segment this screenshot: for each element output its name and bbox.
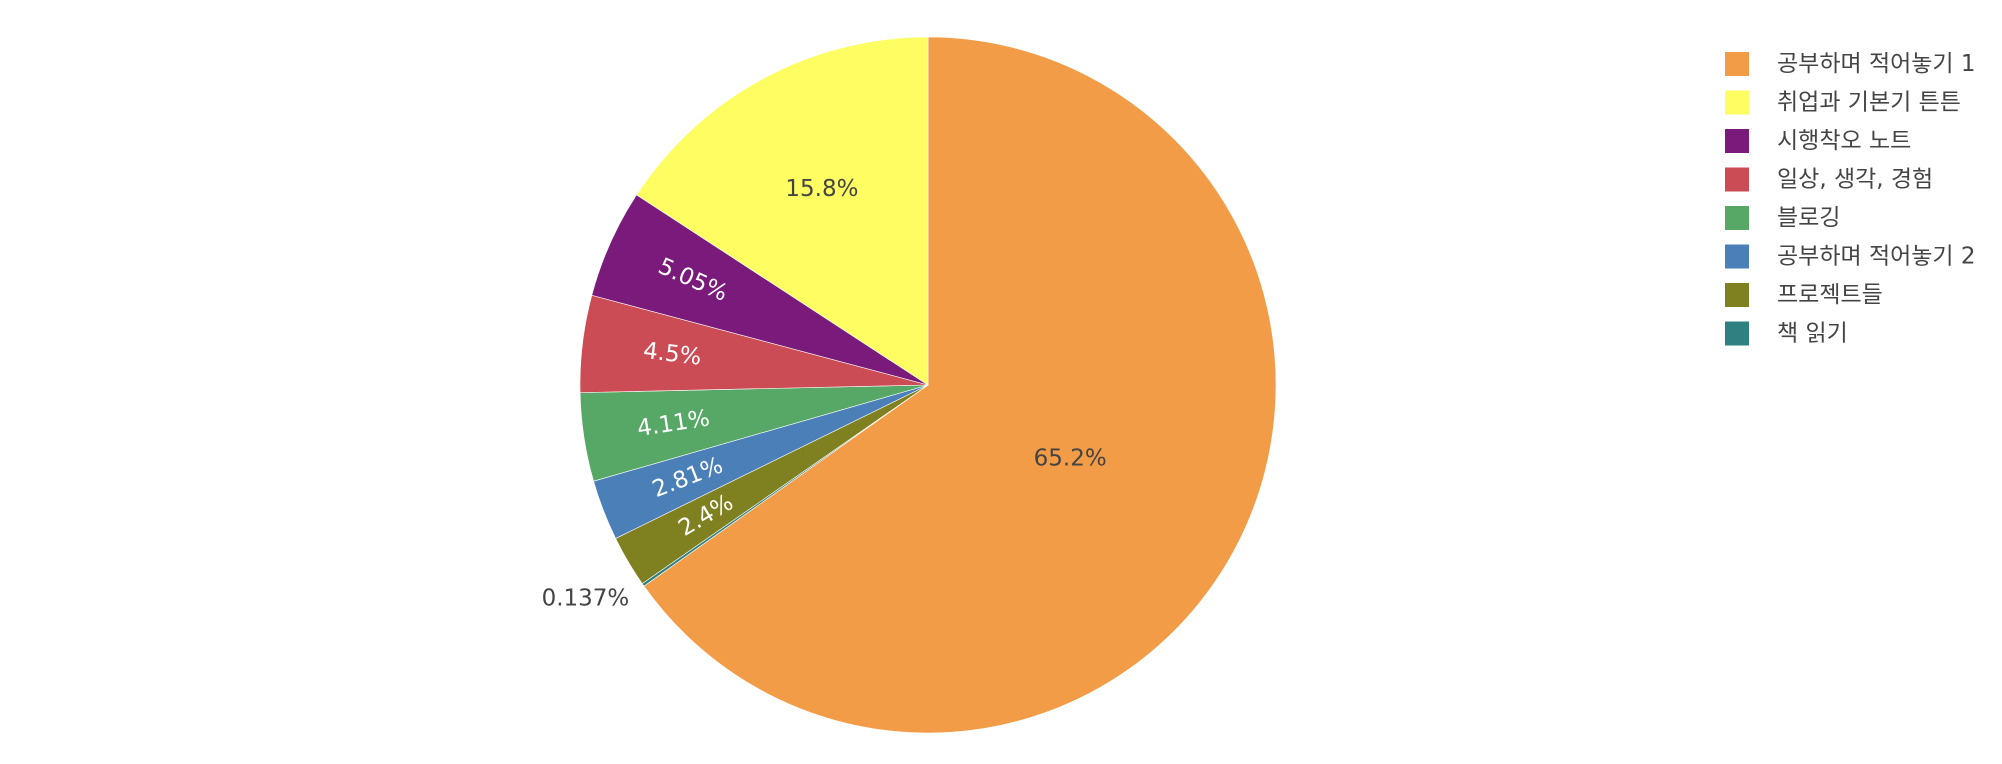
legend-swatch [1725, 52, 1749, 76]
legend-label: 시행착오 노트 [1777, 128, 1911, 154]
legend-item-시행착오-노트[interactable]: 시행착오 노트 [1725, 128, 1911, 154]
legend-item-취업과-기본기-튼튼[interactable]: 취업과 기본기 튼튼 [1725, 90, 1961, 116]
legend-item-프로젝트들[interactable]: 프로젝트들 [1725, 282, 1883, 308]
legend-item-일상-생각-경험[interactable]: 일상, 생각, 경험 [1725, 167, 1933, 193]
pie-slice-공부하며-적어놓기-1[interactable] [643, 36, 1277, 734]
legend-swatch [1725, 167, 1749, 192]
slice-label-책-읽기: 0.137% [542, 586, 630, 612]
pie-slice-취업과-기본기-튼튼[interactable] [636, 36, 929, 386]
legend-label: 블로깅 [1777, 205, 1840, 231]
legend-swatch [1725, 206, 1749, 230]
legend-label: 취업과 기본기 튼튼 [1777, 90, 1961, 116]
legend-item-공부하며-적어놓기-1[interactable]: 공부하며 적어놓기 1 [1725, 51, 1976, 77]
legend-label: 프로젝트들 [1777, 282, 1883, 308]
legend-item-책-읽기[interactable]: 책 읽기 [1725, 321, 1848, 347]
legend-item-블로깅[interactable]: 블로깅 [1725, 205, 1840, 231]
legend-swatch [1725, 244, 1749, 269]
legend-swatch [1725, 321, 1749, 346]
slice-label-취업과-기본기-튼튼: 15.8% [785, 176, 858, 202]
legend-label: 일상, 생각, 경험 [1777, 167, 1933, 193]
slice-label-공부하며-적어놓기-1: 65.2% [1034, 446, 1107, 472]
legend-swatch [1725, 129, 1749, 153]
pie-slices [579, 36, 1277, 734]
legend-item-공부하며-적어놓기-2[interactable]: 공부하며 적어놓기 2 [1725, 244, 1976, 270]
legend-swatch [1725, 283, 1749, 307]
legend-label: 공부하며 적어놓기 2 [1777, 244, 1976, 270]
legend-label: 공부하며 적어놓기 1 [1777, 51, 1976, 77]
legend-swatch [1725, 90, 1749, 115]
legend-label: 책 읽기 [1777, 321, 1848, 347]
